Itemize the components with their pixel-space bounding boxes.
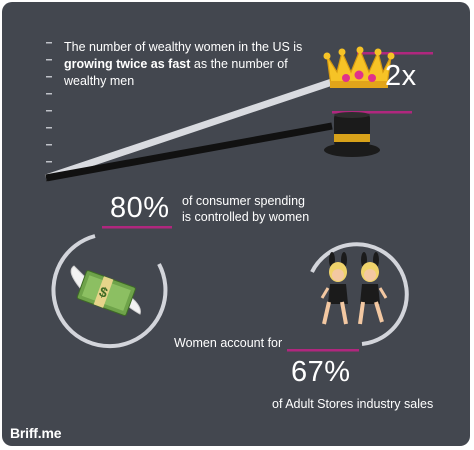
chart-layer: $ <box>44 42 433 352</box>
sales-value: 67% <box>291 356 351 388</box>
sales-intro: Women account for <box>174 336 283 350</box>
axis-tick <box>46 110 52 112</box>
series-line-men <box>45 122 333 182</box>
axis-tick <box>46 93 52 95</box>
headline-prefix: The number of wealthy women in the US is <box>64 40 303 54</box>
axis-tick <box>46 59 52 61</box>
brand-name: Briff <box>10 425 38 441</box>
accent-bar-sales <box>287 349 359 352</box>
headline: The number of wealthy women in the US is… <box>64 39 326 90</box>
sales-text: of Adult Stores industry sales <box>272 397 434 411</box>
brand-logo: Briff.me <box>10 425 62 441</box>
headline-suffix: as the number of wealthy men <box>64 57 288 88</box>
axis-tick <box>46 127 52 129</box>
spending-text-line1: of consumer spending <box>182 194 305 208</box>
axis-tick <box>46 76 52 78</box>
accent-bar-spending <box>102 226 172 229</box>
spending-value: 80% <box>110 192 170 224</box>
money-with-wings-icon: $ <box>70 265 141 316</box>
spending-ring <box>51 234 168 349</box>
axis-tick <box>46 161 52 163</box>
spending-text-line2: is controlled by women <box>182 210 310 224</box>
accent-bar-women <box>357 52 433 55</box>
ratio-annotation: 2x <box>385 60 417 92</box>
infographic-card: $ The number <box>2 2 470 446</box>
axis-tick <box>46 144 52 146</box>
accent-bar-men <box>332 111 412 114</box>
series-line-women <box>44 78 334 182</box>
dancers-icon <box>320 252 388 325</box>
headline-bold: growing twice as fast <box>64 57 191 71</box>
top-hat-icon <box>324 112 380 157</box>
crown-icon <box>323 46 395 88</box>
axis-ticks <box>46 42 52 180</box>
axis-tick <box>46 42 52 44</box>
brand-tld: .me <box>37 425 62 441</box>
sales-ring <box>310 242 409 346</box>
